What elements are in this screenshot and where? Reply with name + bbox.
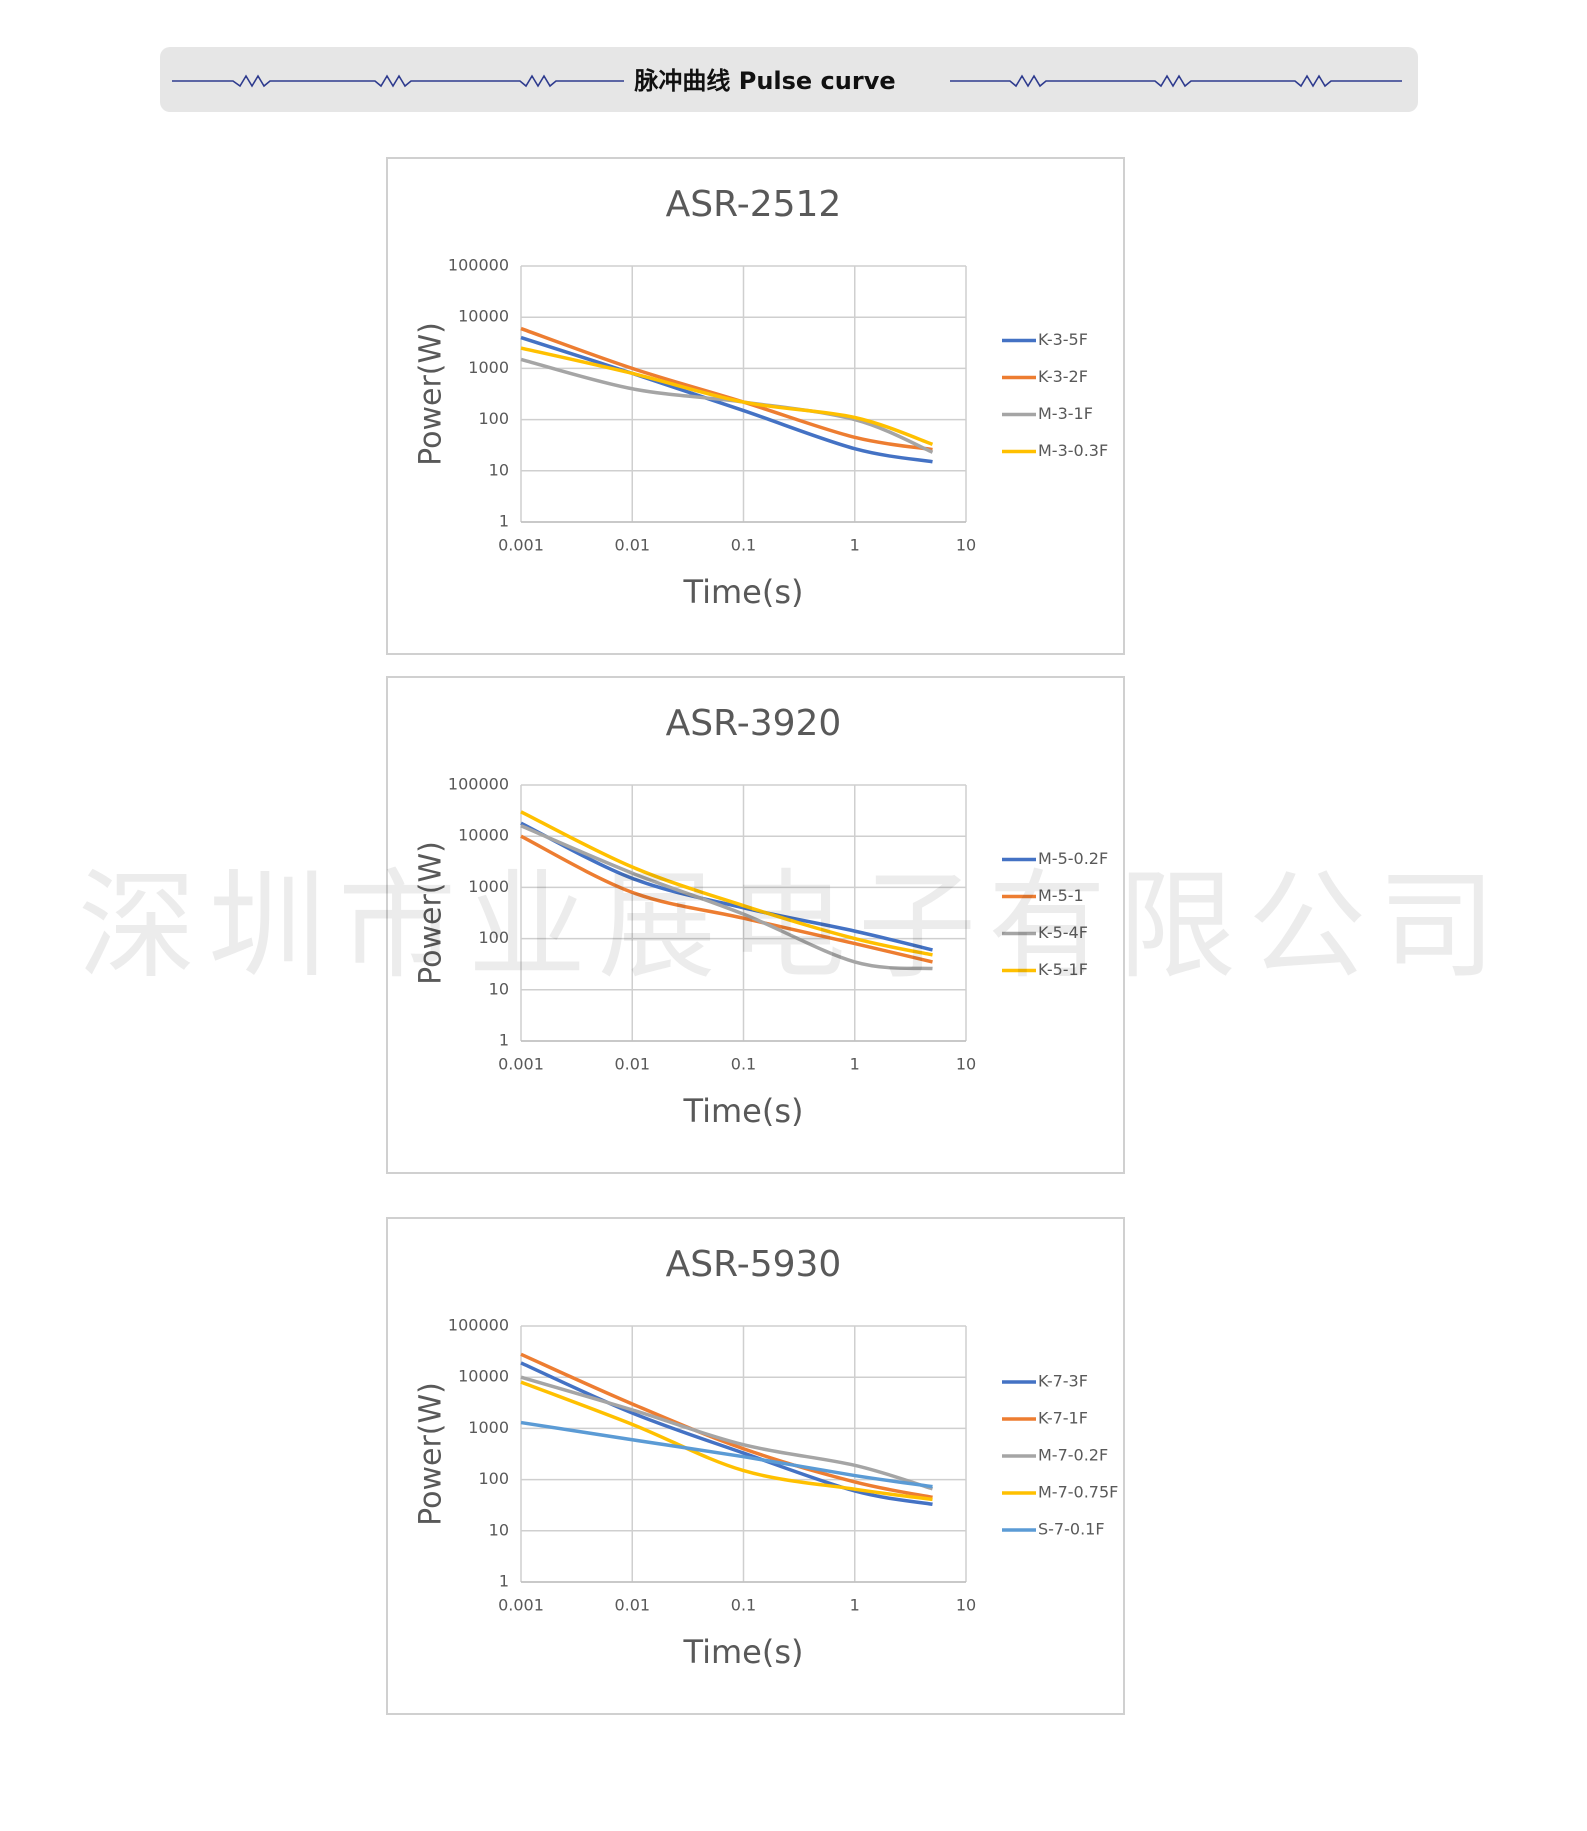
header-banner	[160, 47, 1418, 112]
header-title: 脉冲曲线 Pulse curve	[633, 67, 895, 95]
y-tick-label: 10	[489, 460, 509, 479]
legend-label: K-3-5F	[1038, 330, 1088, 349]
series-line	[520, 834, 933, 964]
legend-label: M-7-0.75F	[1038, 1483, 1118, 1502]
y-tick-label: 100	[478, 409, 509, 428]
y-tick-label: 100	[478, 1469, 509, 1488]
x-tick-label: 0.001	[498, 536, 544, 555]
legend-label: M-5-1	[1038, 886, 1084, 905]
y-axis-label: Power(W)	[414, 322, 449, 466]
y-tick-label: 1	[499, 512, 509, 531]
chart-frame	[386, 676, 1125, 1174]
x-tick-label: 0.001	[498, 1055, 544, 1074]
series-line	[520, 1380, 933, 1502]
series-line	[520, 1352, 933, 1500]
y-tick-label: 100	[478, 928, 509, 947]
y-tick-label: 1	[499, 1031, 509, 1050]
series-line	[520, 1361, 933, 1506]
header-decoration	[172, 74, 1402, 88]
y-tick-label: 1	[499, 1572, 509, 1591]
series-line	[520, 1375, 934, 1491]
legend-label: M-3-1F	[1038, 404, 1093, 423]
y-tick-label: 10000	[458, 307, 509, 326]
series-line	[520, 810, 933, 957]
y-tick-label: 100000	[448, 1316, 509, 1335]
watermark: 深圳市业展电子有限公司	[78, 857, 1508, 995]
legend-label: M-7-0.2F	[1038, 1446, 1108, 1465]
chart-title: ASR-3920	[666, 703, 842, 744]
x-tick-label: 1	[850, 536, 860, 555]
y-tick-label: 1000	[468, 358, 509, 377]
y-tick-label: 100000	[448, 256, 509, 275]
chart-title: ASR-5930	[666, 1244, 842, 1285]
x-tick-label: 10	[956, 536, 976, 555]
x-tick-label: 10	[956, 1055, 976, 1074]
x-tick-label: 0.01	[614, 1596, 650, 1615]
x-axis-label: Time(s)	[683, 573, 804, 611]
series-line	[520, 335, 933, 464]
x-tick-label: 1	[850, 1596, 860, 1615]
x-tick-label: 0.001	[498, 1596, 544, 1615]
y-tick-label: 10000	[458, 1367, 509, 1386]
series-line	[520, 1420, 933, 1489]
y-tick-label: 10	[489, 1520, 509, 1539]
legend-label: M-5-0.2F	[1038, 849, 1108, 868]
chart-frame	[386, 1217, 1125, 1715]
legend-label: S-7-0.1F	[1038, 1520, 1105, 1539]
legend-label: M-3-0.3F	[1038, 441, 1108, 460]
series-line	[520, 824, 933, 971]
y-tick-label: 10	[489, 979, 509, 998]
series-line	[520, 821, 933, 952]
x-tick-label: 1	[850, 1055, 860, 1074]
x-tick-label: 0.01	[614, 1055, 650, 1074]
chart-title: ASR-2512	[666, 184, 842, 225]
x-tick-label: 0.1	[731, 1055, 756, 1074]
legend-label: K-5-4F	[1038, 923, 1088, 942]
x-tick-label: 0.1	[731, 536, 756, 555]
x-axis-label: Time(s)	[683, 1092, 804, 1130]
x-tick-label: 10	[956, 1596, 976, 1615]
y-tick-label: 1000	[468, 1418, 509, 1437]
y-tick-label: 10000	[458, 826, 509, 845]
y-axis-label: Power(W)	[414, 841, 449, 985]
x-tick-label: 0.1	[731, 1596, 756, 1615]
legend-label: K-7-1F	[1038, 1409, 1088, 1428]
x-tick-label: 0.01	[614, 536, 650, 555]
y-tick-label: 100000	[448, 775, 509, 794]
y-tick-label: 1000	[468, 877, 509, 896]
series-line	[520, 346, 934, 446]
legend-label: K-5-1F	[1038, 960, 1088, 979]
x-axis-label: Time(s)	[683, 1633, 804, 1671]
y-axis-label: Power(W)	[414, 1382, 449, 1526]
legend-label: K-7-3F	[1038, 1372, 1088, 1391]
legend-label: K-3-2F	[1038, 367, 1088, 386]
